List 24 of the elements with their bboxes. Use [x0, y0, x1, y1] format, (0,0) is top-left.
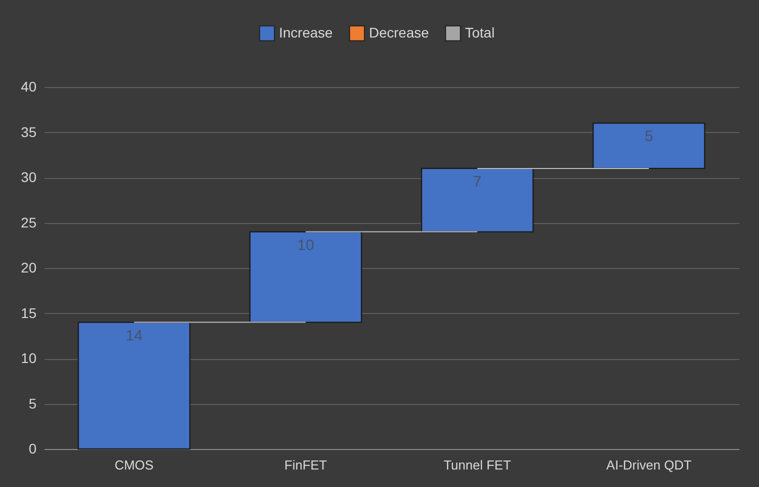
x-tick-label: AI-Driven QDT: [606, 458, 692, 472]
y-tick-label: 40: [20, 78, 37, 94]
legend-label: Total: [465, 24, 495, 40]
y-tick-label: 20: [20, 260, 37, 276]
y-tick-label: 25: [20, 214, 37, 230]
x-tick-label: CMOS: [114, 458, 154, 472]
data-label: 14: [126, 327, 142, 344]
x-tick-label: FinFET: [284, 458, 328, 472]
data-label: 7: [473, 173, 482, 190]
legend-label: Decrease: [369, 24, 430, 40]
y-tick-label: 30: [20, 169, 37, 185]
legend-label: Increase: [279, 24, 333, 40]
y-tick-label: 5: [28, 395, 37, 412]
y-tick-label: 15: [20, 304, 37, 321]
y-tick-label: 0: [28, 440, 37, 456]
data-label: 10: [297, 236, 314, 254]
x-tick-label: Tunnel FET: [444, 458, 512, 472]
y-tick-label: 35: [20, 124, 37, 140]
bar: [592, 122, 706, 170]
data-label: 5: [644, 128, 654, 146]
y-tick-label: 10: [20, 350, 37, 366]
bar: [78, 322, 190, 450]
bar: [420, 168, 534, 232]
bar: [249, 231, 362, 323]
